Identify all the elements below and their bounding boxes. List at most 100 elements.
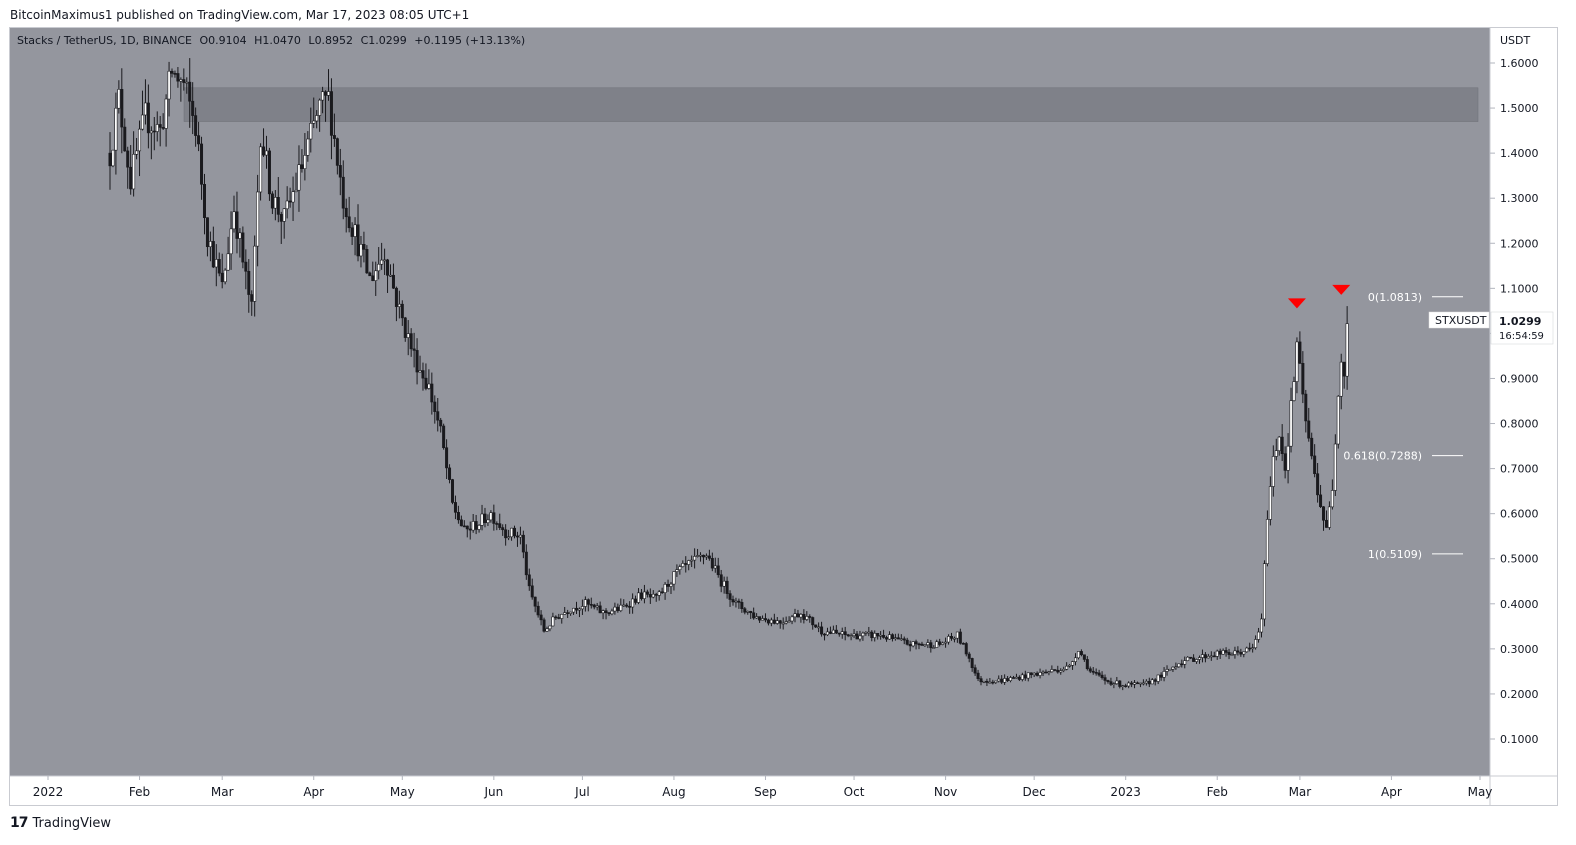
- candle-body: [510, 527, 514, 538]
- candle-body: [388, 274, 392, 277]
- time-axis-ticks: 2022 Feb Mar Apr May Jun Jul Aug Sep Oct Nov Dec 202…: [33, 776, 1492, 799]
- candle-body: [415, 350, 419, 373]
- candle-body: [1156, 674, 1160, 682]
- candle-body: [421, 370, 425, 379]
- candle-body: [312, 120, 316, 124]
- candle-body: [873, 633, 877, 638]
- candle-body: [1304, 393, 1308, 422]
- candle-body: [1023, 674, 1027, 679]
- candle-body: [1283, 453, 1287, 471]
- candle-body: [1065, 665, 1069, 670]
- candle-body: [126, 150, 130, 168]
- candle-body: [1251, 647, 1255, 650]
- candle-body: [1082, 654, 1086, 660]
- candle-body: [256, 191, 260, 247]
- candle-body: [406, 333, 410, 338]
- candle-body: [365, 249, 369, 274]
- candle-body: [1085, 659, 1089, 670]
- candle-body: [675, 569, 679, 572]
- candle-body: [1009, 677, 1013, 681]
- candle-body: [356, 224, 360, 257]
- candle-body: [580, 606, 584, 610]
- candle-body: [855, 633, 859, 640]
- candle-body: [282, 208, 286, 222]
- candle-body: [211, 241, 215, 268]
- candle-body: [852, 633, 856, 636]
- resistance-zone[interactable]: [183, 87, 1479, 122]
- price-tick-label: 0.5000: [1500, 553, 1539, 566]
- candle-body: [595, 605, 599, 608]
- candle-body: [394, 287, 398, 307]
- candle-body: [1206, 656, 1210, 659]
- candle-body: [518, 534, 522, 538]
- candle-body: [678, 566, 682, 570]
- candle-body: [1295, 341, 1299, 382]
- candle-body: [734, 600, 738, 603]
- candle-body: [1274, 450, 1278, 457]
- candle-body: [291, 191, 295, 203]
- price-tick-label: 1.1000: [1500, 282, 1539, 295]
- candle-body: [799, 614, 803, 618]
- candle-body: [1239, 651, 1243, 655]
- candle-body: [188, 81, 192, 102]
- candle-body: [489, 512, 493, 521]
- publish-header: BitcoinMaximus1 published on TradingView…: [10, 8, 470, 22]
- candle-body: [380, 259, 384, 265]
- candle-body: [1050, 669, 1054, 673]
- candle-body: [324, 91, 328, 96]
- candle-body: [285, 200, 289, 210]
- candle-body: [1053, 669, 1057, 671]
- candle-body: [820, 626, 824, 635]
- time-tick-label: Oct: [844, 785, 865, 799]
- candle-body: [663, 584, 667, 593]
- candle-body: [524, 551, 528, 576]
- candle-body: [1032, 672, 1036, 676]
- candle-body: [787, 620, 791, 623]
- legend-open: 0.9104: [208, 34, 247, 47]
- candle-body: [451, 479, 455, 503]
- candle-body: [867, 631, 871, 634]
- candle-body: [687, 560, 691, 565]
- fib-levels-layer[interactable]: 0(1.0813) 0.618(0.7288) 1(0.5109): [1343, 291, 1463, 561]
- candle-body: [1215, 650, 1219, 657]
- candle-body: [1159, 674, 1163, 678]
- symbol-tag-label: STXUSDT: [1435, 314, 1487, 327]
- price-chart[interactable]: 0(1.0813) 0.618(0.7288) 1(0.5109) 1.6000 1.…: [10, 28, 1557, 805]
- candle-body: [758, 616, 762, 621]
- candle-body: [917, 643, 921, 646]
- candle-body: [1094, 672, 1098, 674]
- candle-body: [276, 197, 280, 215]
- candle-body: [138, 128, 142, 152]
- candle-body: [1327, 506, 1331, 528]
- candle-body: [749, 611, 753, 614]
- candle-body: [1118, 680, 1122, 687]
- candle-body: [976, 672, 980, 679]
- candle-body: [146, 102, 150, 134]
- candle-body: [684, 563, 688, 565]
- candle-body: [383, 259, 387, 262]
- candle-body: [140, 114, 144, 130]
- candle-body: [746, 611, 750, 613]
- candle-body: [1298, 341, 1302, 364]
- candle-body: [179, 79, 183, 82]
- candle-body: [622, 604, 626, 607]
- candle-body: [468, 528, 472, 531]
- candle-body: [1044, 671, 1048, 674]
- candle-body: [264, 150, 268, 156]
- candle-body: [167, 70, 171, 100]
- candle-body: [902, 638, 906, 641]
- price-tick-label: 1.4000: [1500, 147, 1539, 160]
- candle-body: [155, 124, 159, 132]
- candle-body: [1265, 519, 1269, 564]
- footer-brand[interactable]: 17 TradingView: [10, 815, 111, 831]
- symbol-tag-box: [1428, 311, 1490, 329]
- candle-body: [129, 166, 133, 190]
- candle-body: [840, 631, 844, 635]
- candle-body: [477, 525, 481, 530]
- candle-body: [1127, 682, 1131, 687]
- candle-body: [1026, 672, 1030, 679]
- candle-body: [1254, 639, 1258, 649]
- candle-body: [226, 253, 230, 271]
- candle-body: [728, 593, 732, 600]
- candle-body: [651, 593, 655, 598]
